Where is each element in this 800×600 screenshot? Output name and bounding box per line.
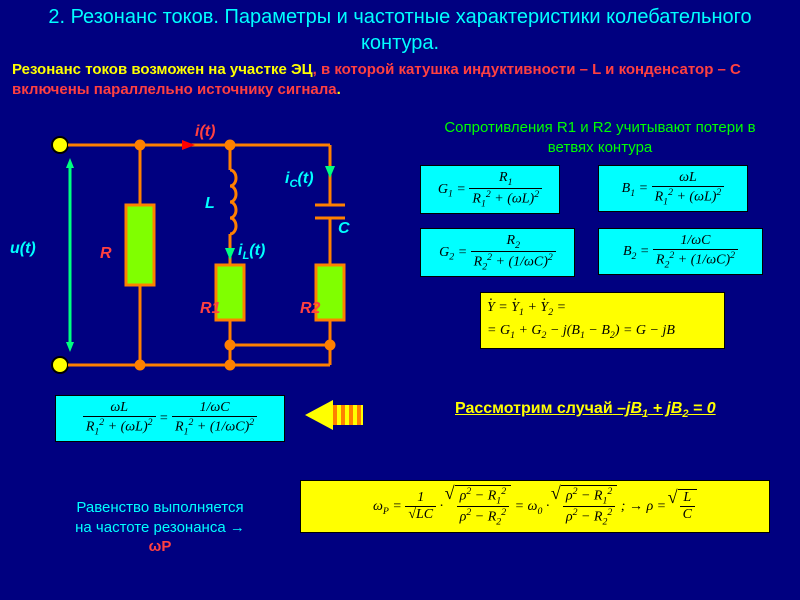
formula-resonance-cond: ωLR12 + (ωL)2 = 1/ωCR12 + (1/ωC)2 — [55, 395, 285, 442]
formula-Y: Y· = Y·1 + Y·2 = = G1 + G2 − j(B1 − B2) … — [480, 292, 725, 349]
label-R: R — [100, 245, 112, 263]
footer-text: Равенство выполняется на частоте резонан… — [35, 498, 285, 557]
label-R1: R1 — [200, 300, 220, 318]
label-C: C — [338, 220, 350, 238]
label-L: L — [205, 195, 215, 213]
slide-subtitle: Резонанс токов возможен на участке ЭЦ, в… — [0, 58, 800, 101]
formula-wp: ωP = 1√LC · ρ2 − R12ρ2 − R22 = ω0 · ρ2 −… — [300, 480, 770, 533]
slide-title: 2. Резонанс токов. Параметры и частотные… — [0, 0, 800, 58]
label-it: i(t) — [195, 123, 215, 141]
subtitle-part3: . — [337, 81, 341, 98]
circuit-diagram — [30, 120, 390, 390]
label-ut: u(t) — [10, 240, 36, 258]
formula-G2: G2 = R2R22 + (1/ωC)2 — [420, 228, 575, 277]
case-text: Рассмотрим случай –jB1 + jB2 = 0 — [455, 400, 716, 420]
arrow-left-icon — [305, 400, 333, 430]
label-R2: R2 — [300, 300, 320, 318]
label-iC: iC(t) — [285, 170, 314, 190]
formula-G1: G1 = R1R12 + (ωL)2 — [420, 165, 560, 214]
note-text: Сопротивления R1 и R2 учитывают потери в… — [420, 118, 780, 157]
subtitle-part1: Резонанс токов возможен на участке ЭЦ — [12, 61, 313, 78]
formula-B1: B1 = ωLR12 + (ωL)2 — [598, 165, 748, 212]
label-iL: iL(t) — [238, 242, 265, 262]
formula-B2: B2 = 1/ωCR22 + (1/ωC)2 — [598, 228, 763, 275]
